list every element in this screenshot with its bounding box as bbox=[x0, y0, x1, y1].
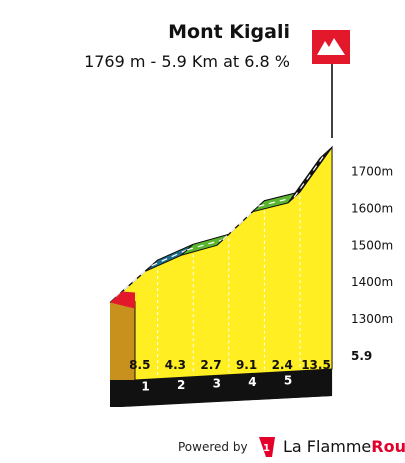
brand-logo-digit: 1 bbox=[263, 443, 270, 454]
km-marker-label: 2 bbox=[177, 378, 185, 392]
altitude-axis: 1300m 1400m 1500m 1600m 1700m bbox=[351, 165, 393, 327]
profile-road bbox=[109, 146, 333, 309]
gradient-label: 2.7 bbox=[200, 358, 221, 372]
altitude-tick-label: 1300m bbox=[351, 312, 393, 326]
brand-logo-icon: 1 bbox=[259, 437, 275, 457]
climb-title: Mont Kigali bbox=[168, 21, 290, 43]
altitude-tick-label: 1700m bbox=[351, 165, 393, 179]
gradient-label: 4.3 bbox=[165, 358, 186, 372]
altitude-tick-label: 1400m bbox=[351, 275, 393, 289]
altitude-tick-label: 1500m bbox=[351, 238, 393, 252]
gradient-label: 2.4 bbox=[272, 358, 293, 372]
km-marker-label: 3 bbox=[213, 376, 221, 390]
gradient-label: 13.5 bbox=[301, 358, 331, 372]
km-marker-label: 5 bbox=[284, 373, 292, 387]
gradient-label: 8.5 bbox=[129, 358, 150, 372]
end-distance-label: 5.9 bbox=[351, 349, 372, 363]
altitude-tick-label: 1600m bbox=[351, 201, 393, 215]
profile-dividers bbox=[157, 195, 301, 377]
powered-by-label: Powered by bbox=[178, 440, 248, 454]
gradient-label: 9.1 bbox=[236, 358, 257, 372]
summit-flag-icon bbox=[312, 30, 350, 64]
climb-subtitle: 1769 m - 5.9 Km at 6.8 % bbox=[84, 52, 290, 71]
km-marker-label: 4 bbox=[248, 375, 256, 389]
km-marker-label: 1 bbox=[141, 379, 149, 393]
profile-side-face bbox=[110, 302, 135, 380]
km-markers: 1 2 3 4 5 bbox=[141, 373, 292, 393]
brand-name: La FlammeRouge bbox=[283, 437, 405, 456]
gradient-labels: 8.5 4.3 2.7 9.1 2.4 13.5 bbox=[129, 358, 331, 372]
